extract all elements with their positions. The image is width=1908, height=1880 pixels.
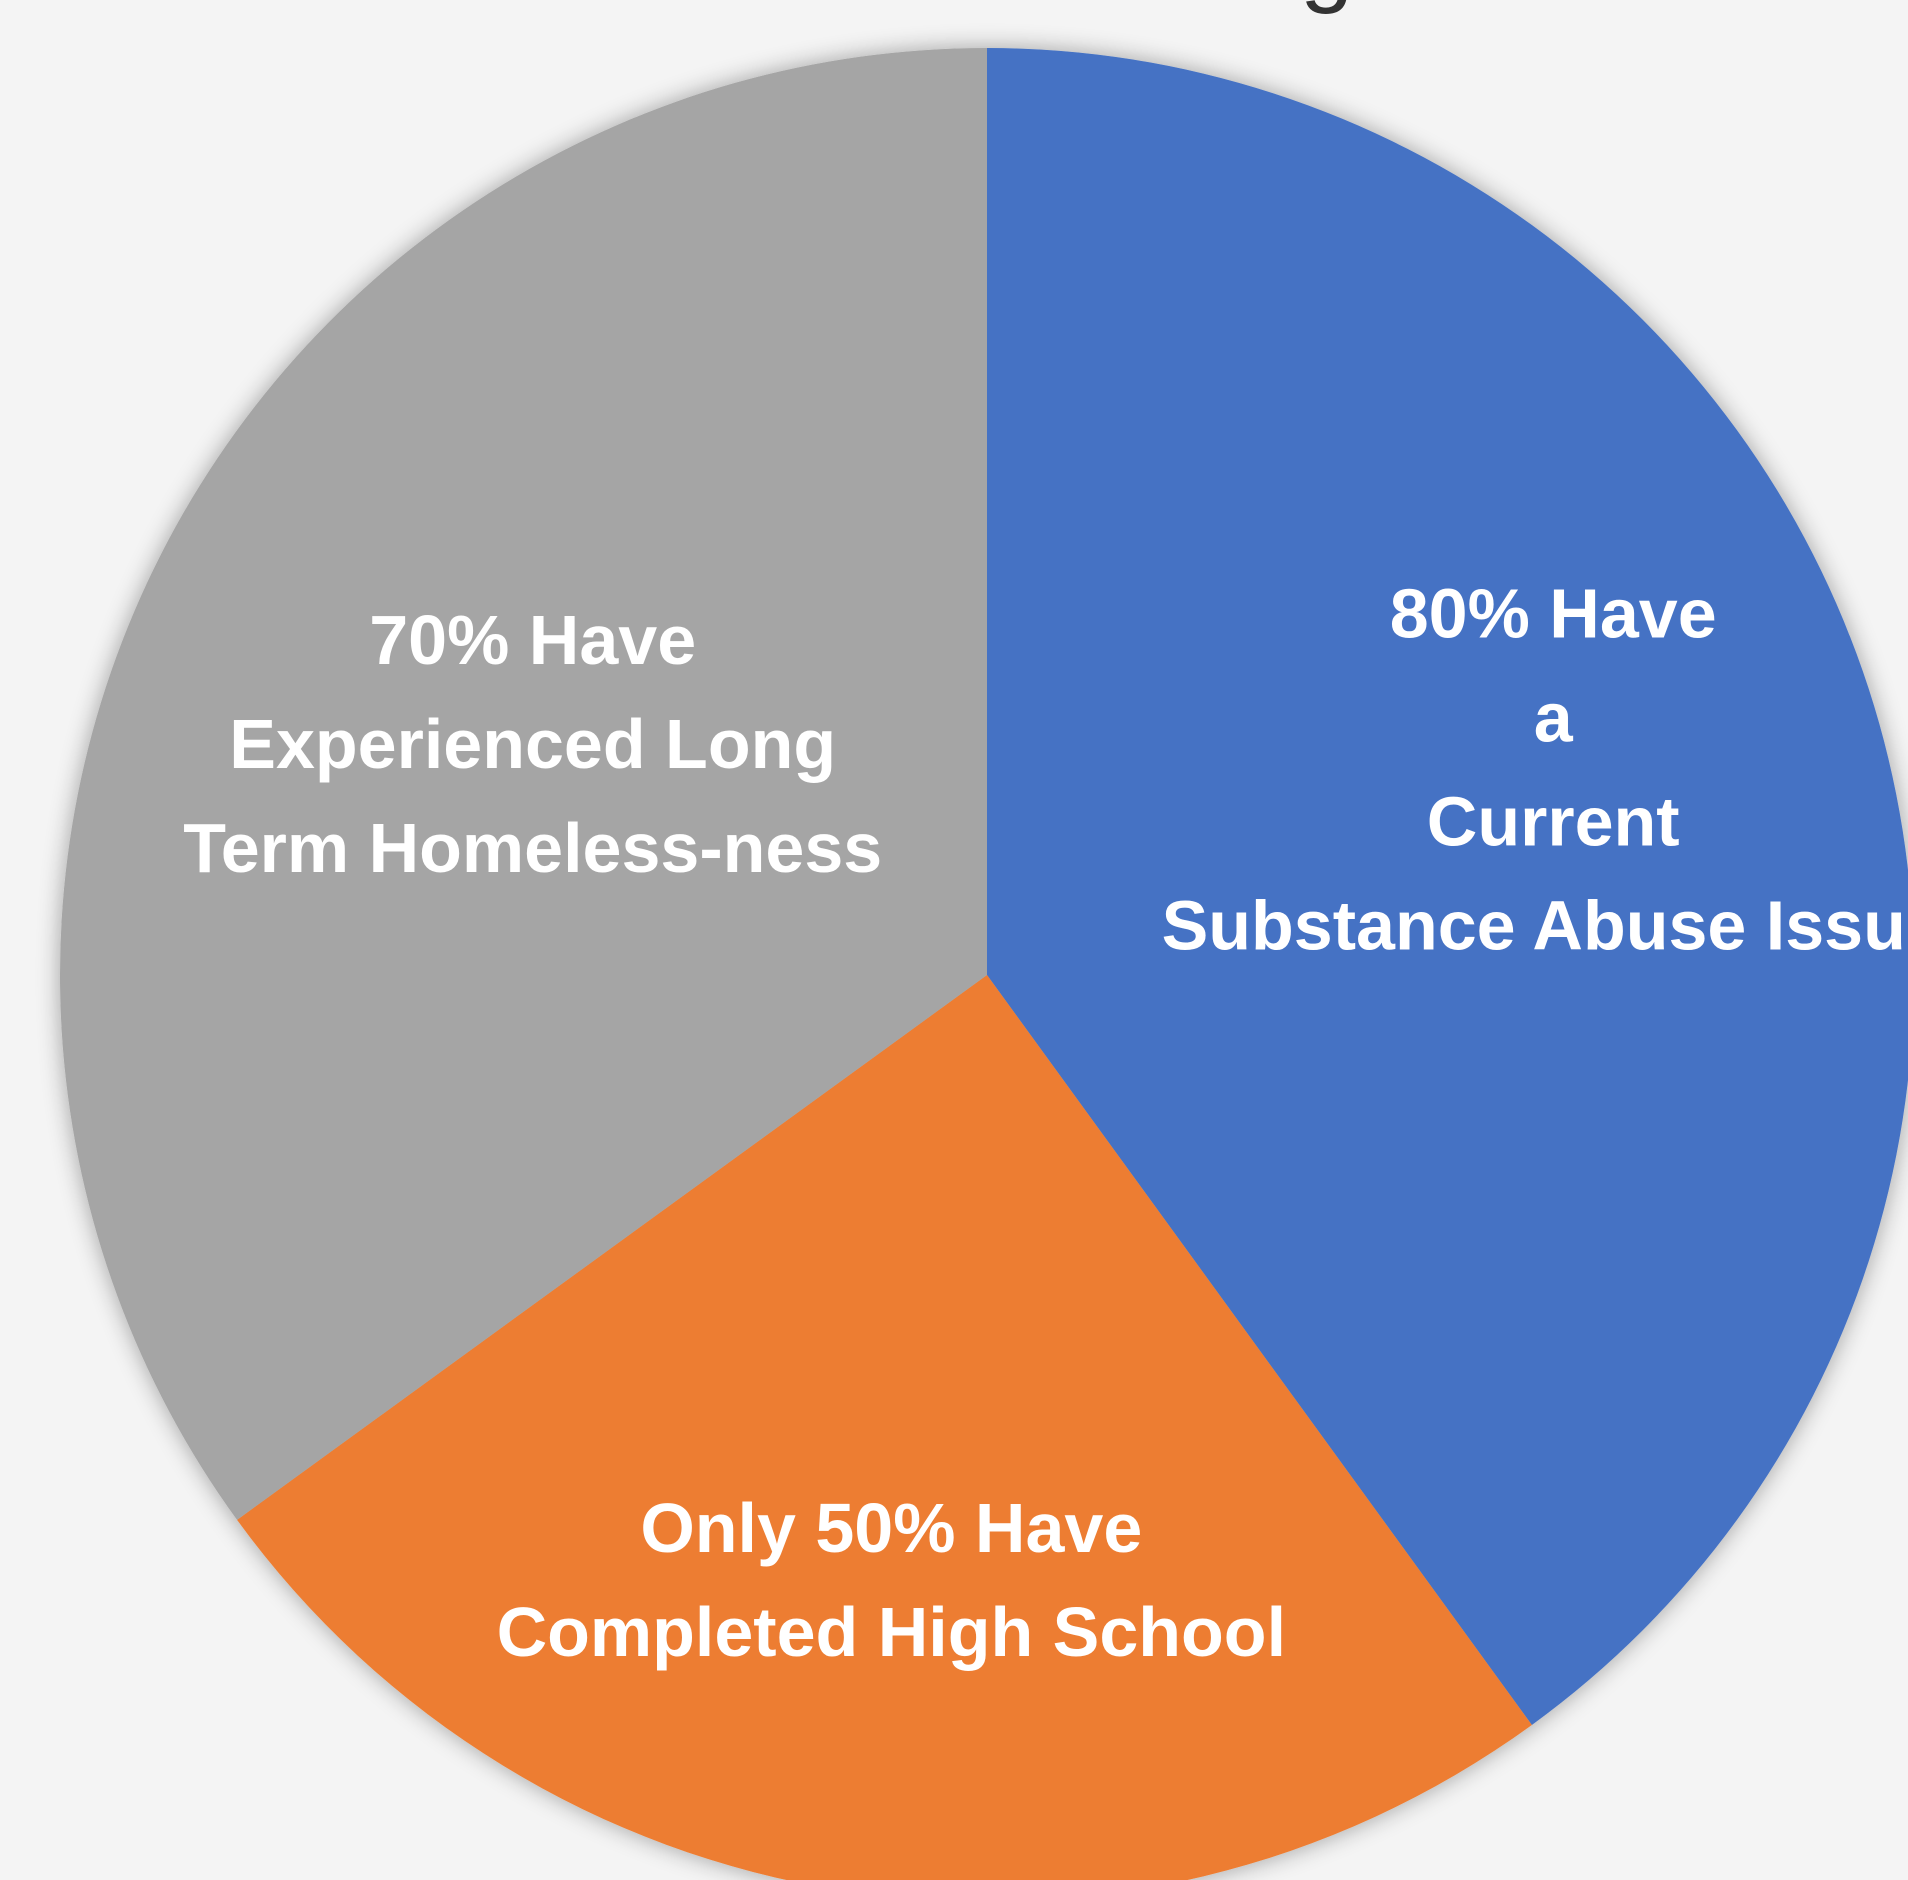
pie-labels: 80% Have a Current Substance Abuse Issue Onl… [183, 574, 1908, 1670]
pie-slice-label-2: Only 50% Have Completed High School [497, 1489, 1286, 1671]
pie-slice-1 [987, 48, 1908, 1725]
pie-slice-label-1: 80% Have a Current Substance Abuse Issue [1162, 574, 1908, 964]
pie-slice-2 [237, 975, 1532, 1880]
pie-slice-3 [59, 48, 987, 1520]
chart-title-fragment: g [1300, 0, 1353, 15]
pie-slices [59, 48, 1908, 1880]
pie-slice-label-3: 70% Have Experienced Long Term Homeless-ne… [183, 601, 882, 887]
